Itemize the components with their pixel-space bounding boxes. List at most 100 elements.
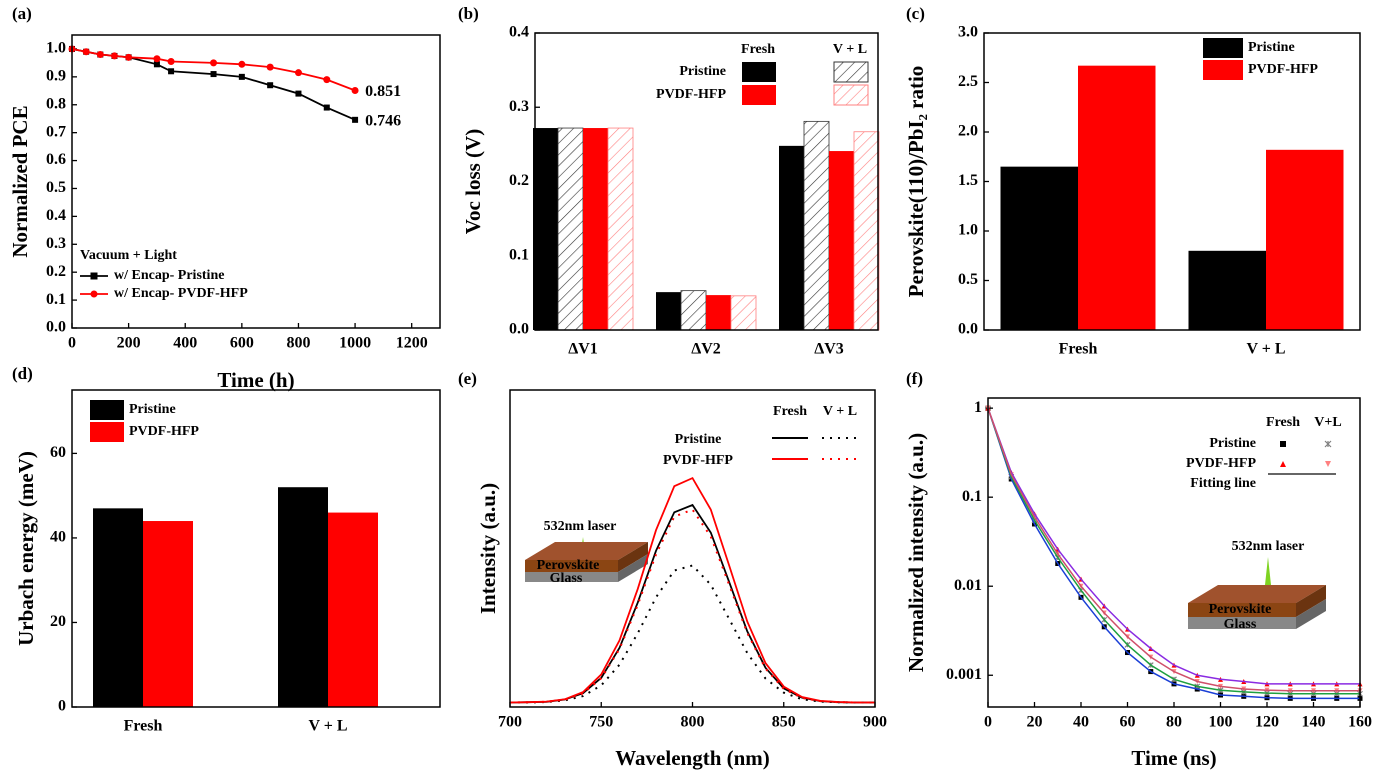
legend-swatch (90, 400, 124, 420)
fit-line (987, 407, 1360, 700)
panel-label: (a) (12, 4, 32, 23)
y-tick-label: 0.6 (46, 151, 66, 168)
marker (267, 82, 274, 89)
fit-line (987, 407, 1360, 695)
marker (238, 73, 245, 80)
legend-label: Pristine (675, 432, 722, 447)
inset-label: 532nm laser (1232, 539, 1305, 554)
bar (328, 512, 378, 707)
x-axis-label: Time (h) (217, 368, 294, 392)
plot-frame (71, 34, 441, 329)
legend-label: PVDF-HFP (129, 424, 199, 439)
bar (1078, 65, 1156, 331)
laser-beam (1265, 557, 1271, 585)
x-tick-label: 400 (173, 335, 197, 352)
marker (167, 58, 175, 66)
y-tick-label: 0.3 (46, 235, 66, 252)
slab-side (1296, 585, 1326, 617)
marker (1280, 441, 1286, 447)
marker (294, 69, 302, 77)
bar (278, 487, 328, 707)
y-tick-label: 1 (974, 399, 982, 416)
y-tick-label: 0.0 (509, 321, 529, 338)
x-tick-label: 40 (1073, 714, 1089, 731)
x-tick-label: 1000 (339, 335, 371, 352)
line (509, 503, 875, 704)
x-tick-label: 0 (68, 335, 76, 352)
slab-top (525, 542, 648, 560)
bar (1000, 166, 1078, 330)
bar (143, 521, 193, 707)
x-axis-label: Time (ns) (1131, 746, 1216, 770)
y-tick-label: 20 (50, 613, 66, 630)
plot-frame (987, 397, 1361, 708)
x-tick-label: 0 (984, 714, 992, 731)
legend-label: w/ Encap- Pristine (114, 268, 224, 283)
marker (82, 48, 90, 56)
legend-label: Pristine (1248, 40, 1295, 55)
y-axis-label: Voc loss (V) (461, 129, 485, 234)
y-tick-label: 0.3 (509, 98, 529, 115)
y-tick-label: 0.2 (509, 172, 529, 189)
bar (656, 292, 681, 330)
legend-label: Fitting line (1190, 476, 1256, 491)
fit-line (987, 407, 1360, 692)
annotation: 0.746 (365, 113, 401, 130)
x-tick-label: 700 (498, 714, 522, 731)
plot-frame (534, 32, 879, 331)
bar (1188, 250, 1266, 330)
marker (90, 290, 98, 298)
marker (96, 51, 104, 59)
legend-header: V+L (1314, 415, 1341, 430)
legend-header: Fresh (773, 404, 807, 419)
x-tick-label: 80 (1166, 714, 1182, 731)
legend-swatch (833, 84, 869, 106)
bar (607, 127, 634, 331)
y-tick-label: 0.9 (46, 68, 66, 85)
legend-swatch (1203, 60, 1243, 80)
glass-front (1188, 617, 1296, 629)
y-tick-label: 40 (50, 529, 66, 546)
fit-line (987, 407, 1360, 685)
marker (125, 53, 133, 61)
legend-label: Pristine (1209, 436, 1256, 451)
marker (351, 87, 359, 95)
y-tick-label: 0.5 (46, 179, 66, 196)
y-tick-label: 0.1 (509, 246, 529, 263)
panel-label: (c) (906, 4, 925, 23)
x-tick-label: 60 (1120, 714, 1136, 731)
marker (266, 63, 274, 71)
legend-swatch (1203, 38, 1243, 58)
x-tick-label: ΔV2 (691, 341, 721, 358)
bar (533, 128, 558, 330)
inset-label: Glass (550, 571, 583, 586)
y-tick-label: 0.5 (958, 271, 978, 288)
x-tick-label: 100 (1209, 714, 1233, 731)
legend-label: Pristine (679, 64, 726, 79)
legend-label: w/ Encap- PVDF-HFP (114, 286, 248, 301)
marker (1324, 440, 1332, 448)
y-tick-label: 0 (58, 698, 66, 715)
marker (1280, 461, 1286, 467)
marker (110, 52, 118, 60)
y-tick-label: 0.0 (958, 321, 978, 338)
bar (93, 508, 143, 707)
plot-frame (983, 32, 1361, 331)
y-tick-label: 3.0 (958, 24, 978, 41)
y-tick-label: 0.001 (946, 666, 982, 683)
y-axis-label: Normalized intensity (a.u.) (904, 433, 928, 672)
bar (706, 295, 731, 330)
marker (323, 76, 331, 84)
legend-swatch (742, 85, 776, 105)
legend-label: PVDF-HFP (1248, 62, 1318, 77)
inset-label: Perovskite (1209, 602, 1272, 617)
marker (238, 60, 246, 68)
x-tick-label: 1200 (396, 335, 428, 352)
x-tick-label: 800 (681, 714, 705, 731)
x-tick-label: 160 (1348, 714, 1372, 731)
y-tick-label: 0.4 (509, 24, 529, 41)
y-tick-label: 1.0 (958, 222, 978, 239)
bar (583, 128, 608, 330)
x-tick-label: 750 (589, 714, 613, 731)
